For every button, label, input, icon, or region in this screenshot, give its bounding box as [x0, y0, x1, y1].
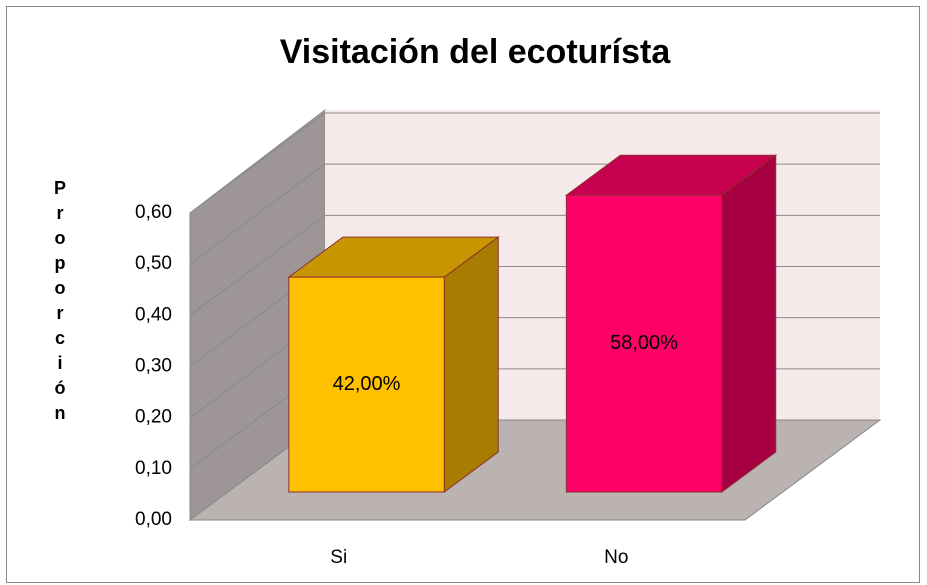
y-tick-label: 0,10 [135, 458, 172, 479]
y-tick-label: 0,00 [135, 509, 172, 530]
y-tick-label: 0,30 [135, 356, 172, 377]
y-tick-label: 0,20 [135, 407, 172, 428]
value-label: 42,00% [333, 373, 401, 395]
bar [288, 276, 445, 493]
x-tick-label: Si [330, 547, 347, 568]
y-tick-label: 0,60 [135, 202, 172, 223]
chart-title: Visitación del ecoturísta [280, 33, 672, 71]
x-tick-label: No [604, 547, 628, 568]
grid-line [189, 112, 880, 214]
y-tick-label: 0,50 [135, 253, 172, 274]
value-label: 58,00% [610, 332, 678, 354]
chart-frame [6, 6, 920, 583]
y-tick-label: 0,40 [135, 304, 172, 325]
bar-side [721, 154, 777, 493]
bar [565, 194, 723, 493]
y-axis-label: Proporción [50, 178, 70, 428]
bar-side [443, 236, 499, 493]
